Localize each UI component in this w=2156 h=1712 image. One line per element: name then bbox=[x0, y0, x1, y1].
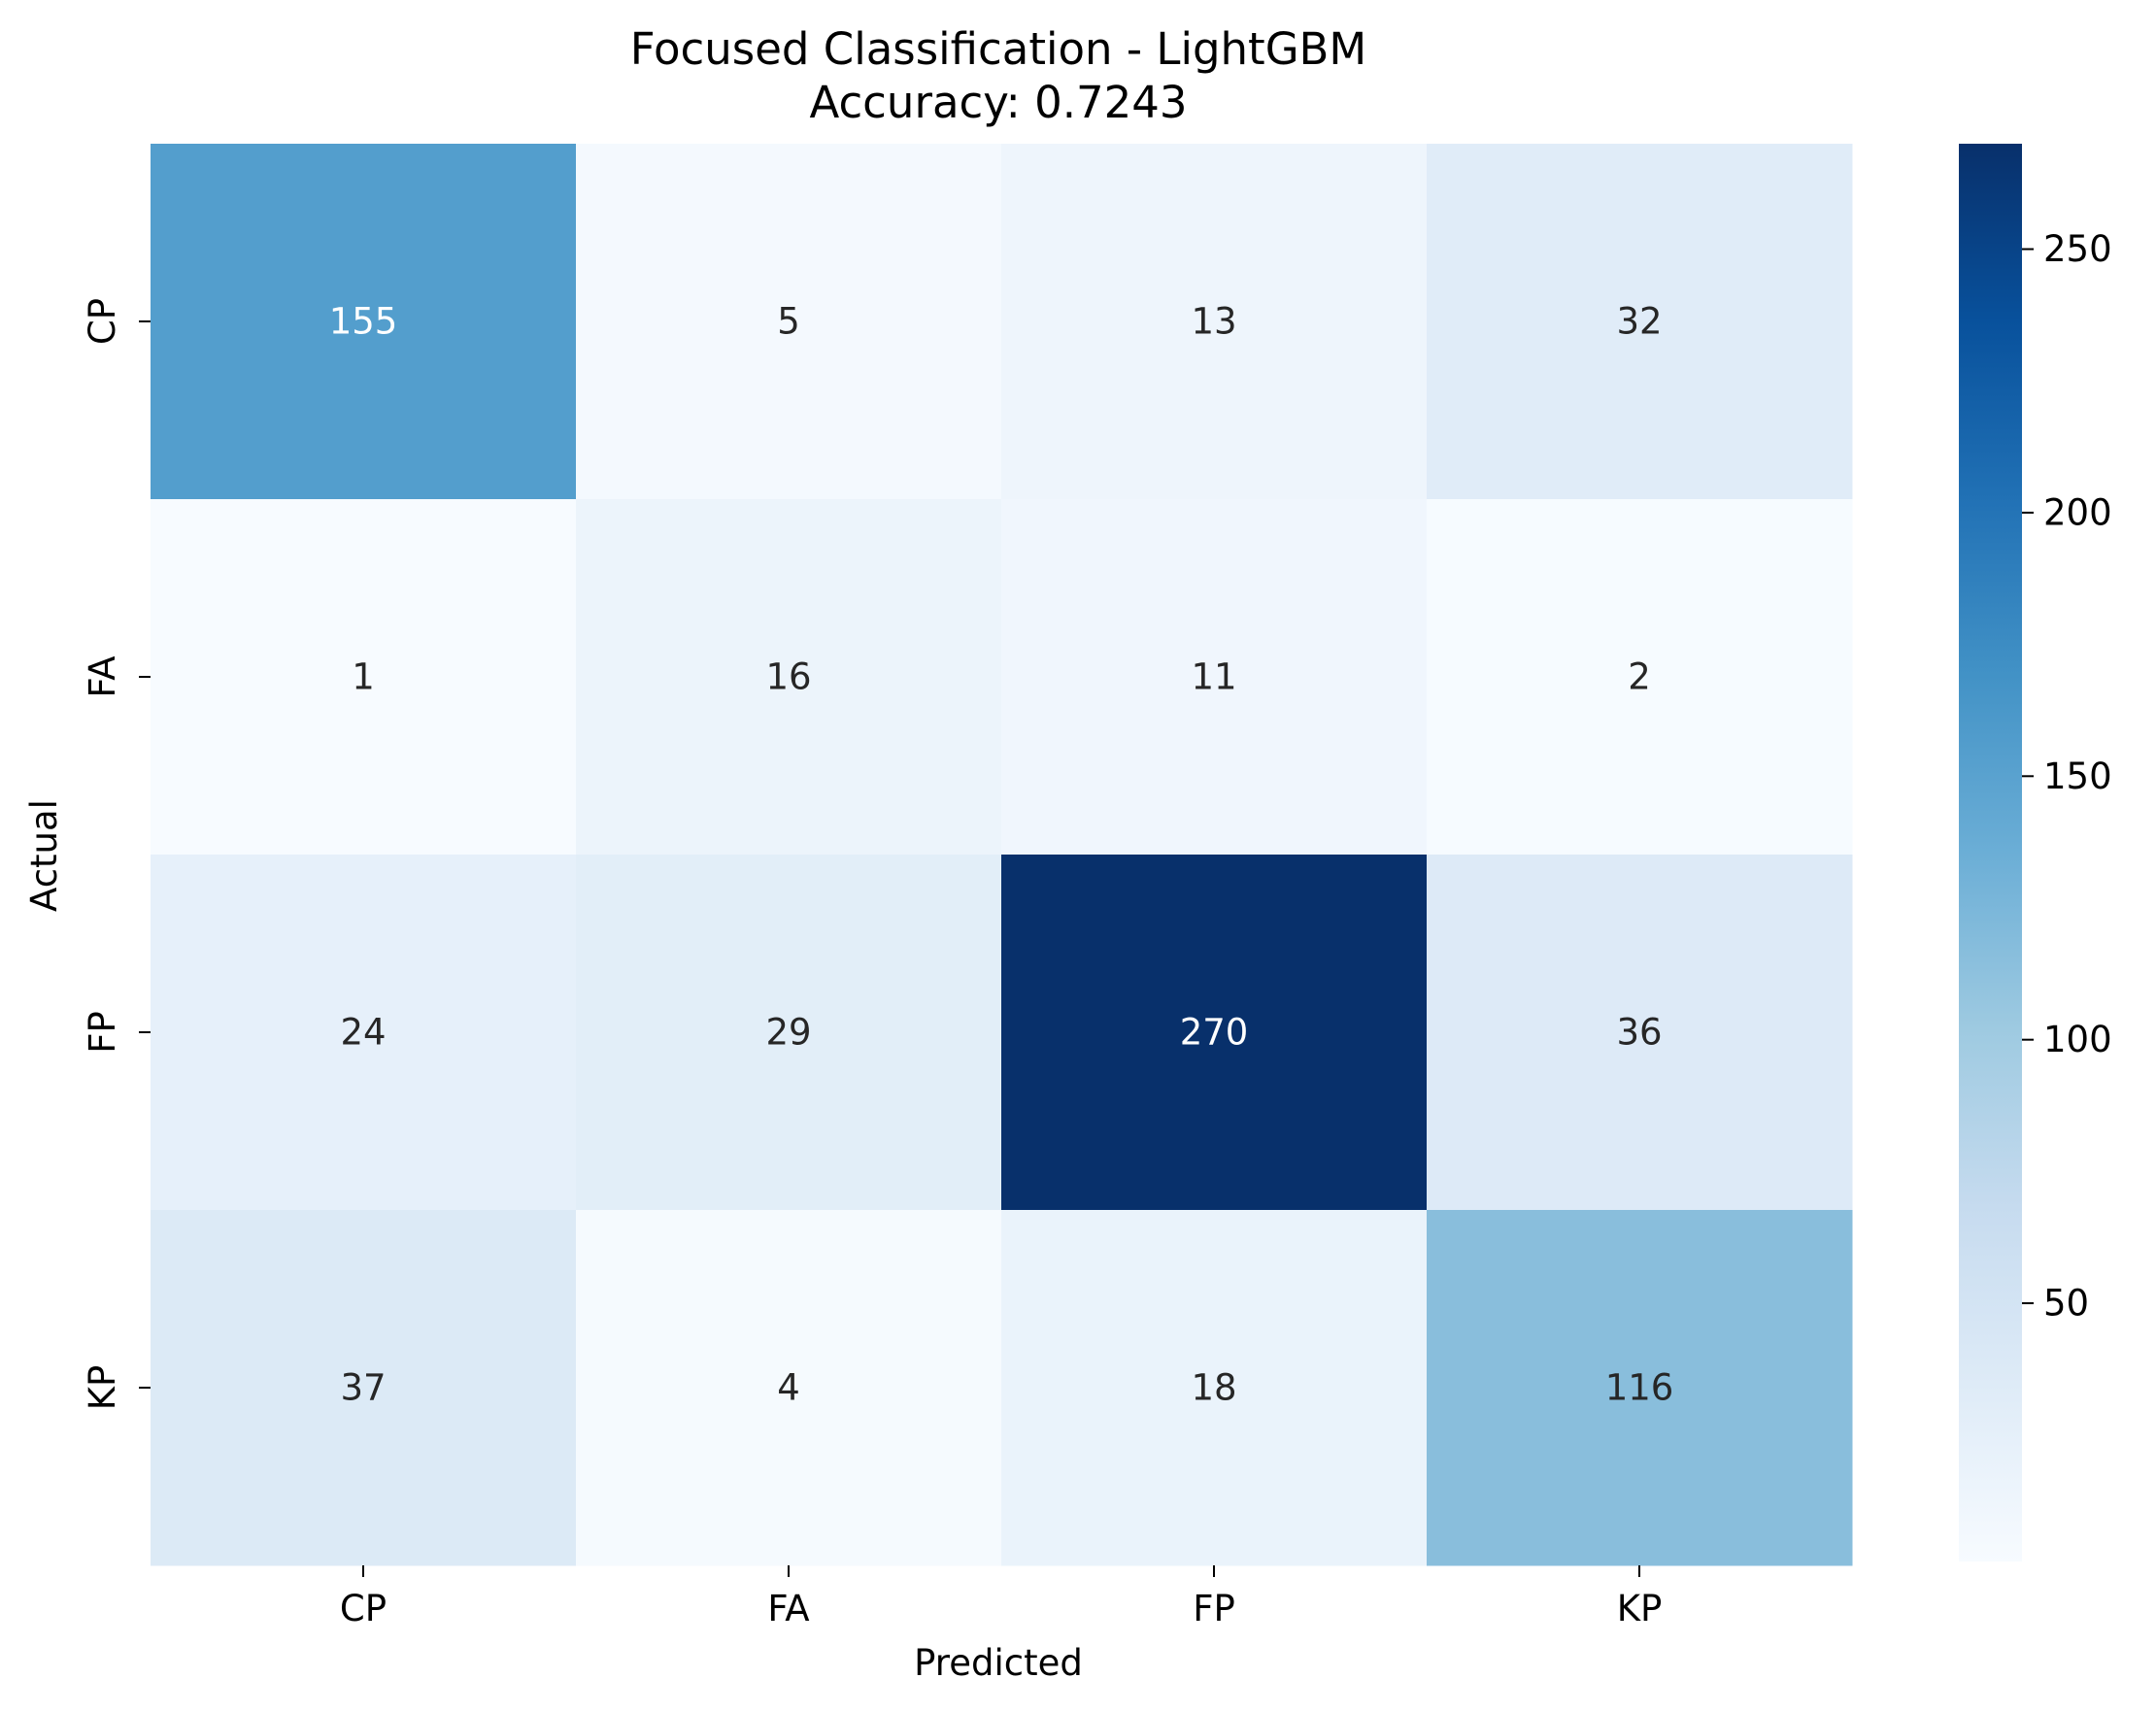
colorbar bbox=[1959, 144, 2022, 1561]
y-axis-ticks: CP FA FP KP bbox=[82, 298, 151, 1410]
colorbar-ticks: 50 100 150 200 250 bbox=[2022, 228, 2112, 1325]
cell-value-label: 13 bbox=[1191, 301, 1236, 343]
heatmap-cell bbox=[1001, 1210, 1428, 1566]
cell-value-label: 11 bbox=[1191, 656, 1236, 698]
heatmap-cell bbox=[1427, 1210, 1853, 1566]
heatmap-cell bbox=[1001, 499, 1428, 856]
y-axis-label: Actual bbox=[23, 799, 65, 912]
heatmap-cell bbox=[151, 1210, 577, 1566]
heatmap-cell bbox=[576, 855, 1002, 1211]
y-tick-label: KP bbox=[82, 1365, 123, 1411]
heatmap-cell bbox=[1427, 499, 1853, 856]
x-tick-label: FP bbox=[1193, 1588, 1235, 1629]
chart-subtitle-accuracy: Accuracy: 0.7243 bbox=[809, 77, 1187, 128]
chart-title: Focused Classification - LightGBM bbox=[630, 23, 1367, 75]
heatmap-cell bbox=[151, 499, 577, 856]
cell-value-label: 4 bbox=[777, 1367, 800, 1409]
cell-value-label: 36 bbox=[1616, 1012, 1662, 1054]
colorbar-tick-label: 50 bbox=[2043, 1283, 2089, 1325]
cell-value-label: 24 bbox=[340, 1012, 386, 1054]
x-tick-label: FA bbox=[767, 1588, 809, 1629]
cell-value-label: 270 bbox=[1180, 1012, 1249, 1054]
cell-value-label: 18 bbox=[1191, 1367, 1236, 1409]
heatmap-cell bbox=[1427, 855, 1853, 1211]
x-tick-label: CP bbox=[340, 1588, 387, 1629]
cell-value-label: 16 bbox=[765, 656, 811, 698]
colorbar-tick-label: 150 bbox=[2043, 755, 2112, 797]
cell-value-label: 29 bbox=[765, 1012, 811, 1054]
cell-value-label: 116 bbox=[1605, 1367, 1674, 1409]
heatmap-cell bbox=[151, 855, 577, 1211]
colorbar-tick-label: 100 bbox=[2043, 1019, 2112, 1060]
cell-value-label: 37 bbox=[340, 1367, 386, 1409]
cell-value-label: 1 bbox=[352, 656, 375, 698]
cell-value-label: 5 bbox=[777, 301, 800, 343]
colorbar-tick-label: 250 bbox=[2043, 228, 2112, 270]
colorbar-tick-label: 200 bbox=[2043, 491, 2112, 533]
x-axis-ticks: CP FA FP KP bbox=[340, 1565, 1662, 1629]
heatmap-cell bbox=[1001, 855, 1428, 1211]
x-tick-label: KP bbox=[1617, 1588, 1663, 1629]
y-tick-label: FA bbox=[82, 655, 123, 697]
heatmap-cell bbox=[1001, 144, 1428, 500]
heatmap-cell bbox=[1427, 144, 1853, 500]
x-axis-label: Predicted bbox=[914, 1642, 1083, 1684]
cell-value-label: 155 bbox=[329, 301, 398, 343]
heatmap-cell bbox=[576, 499, 1002, 856]
heatmap-cell bbox=[151, 144, 577, 500]
cell-value-label: 32 bbox=[1616, 301, 1662, 343]
heatmap-cell bbox=[576, 144, 1002, 500]
y-tick-label: FP bbox=[82, 1011, 123, 1054]
y-tick-label: CP bbox=[82, 298, 123, 345]
cell-value-label: 2 bbox=[1628, 656, 1651, 698]
heatmap-cell bbox=[576, 1210, 1002, 1566]
